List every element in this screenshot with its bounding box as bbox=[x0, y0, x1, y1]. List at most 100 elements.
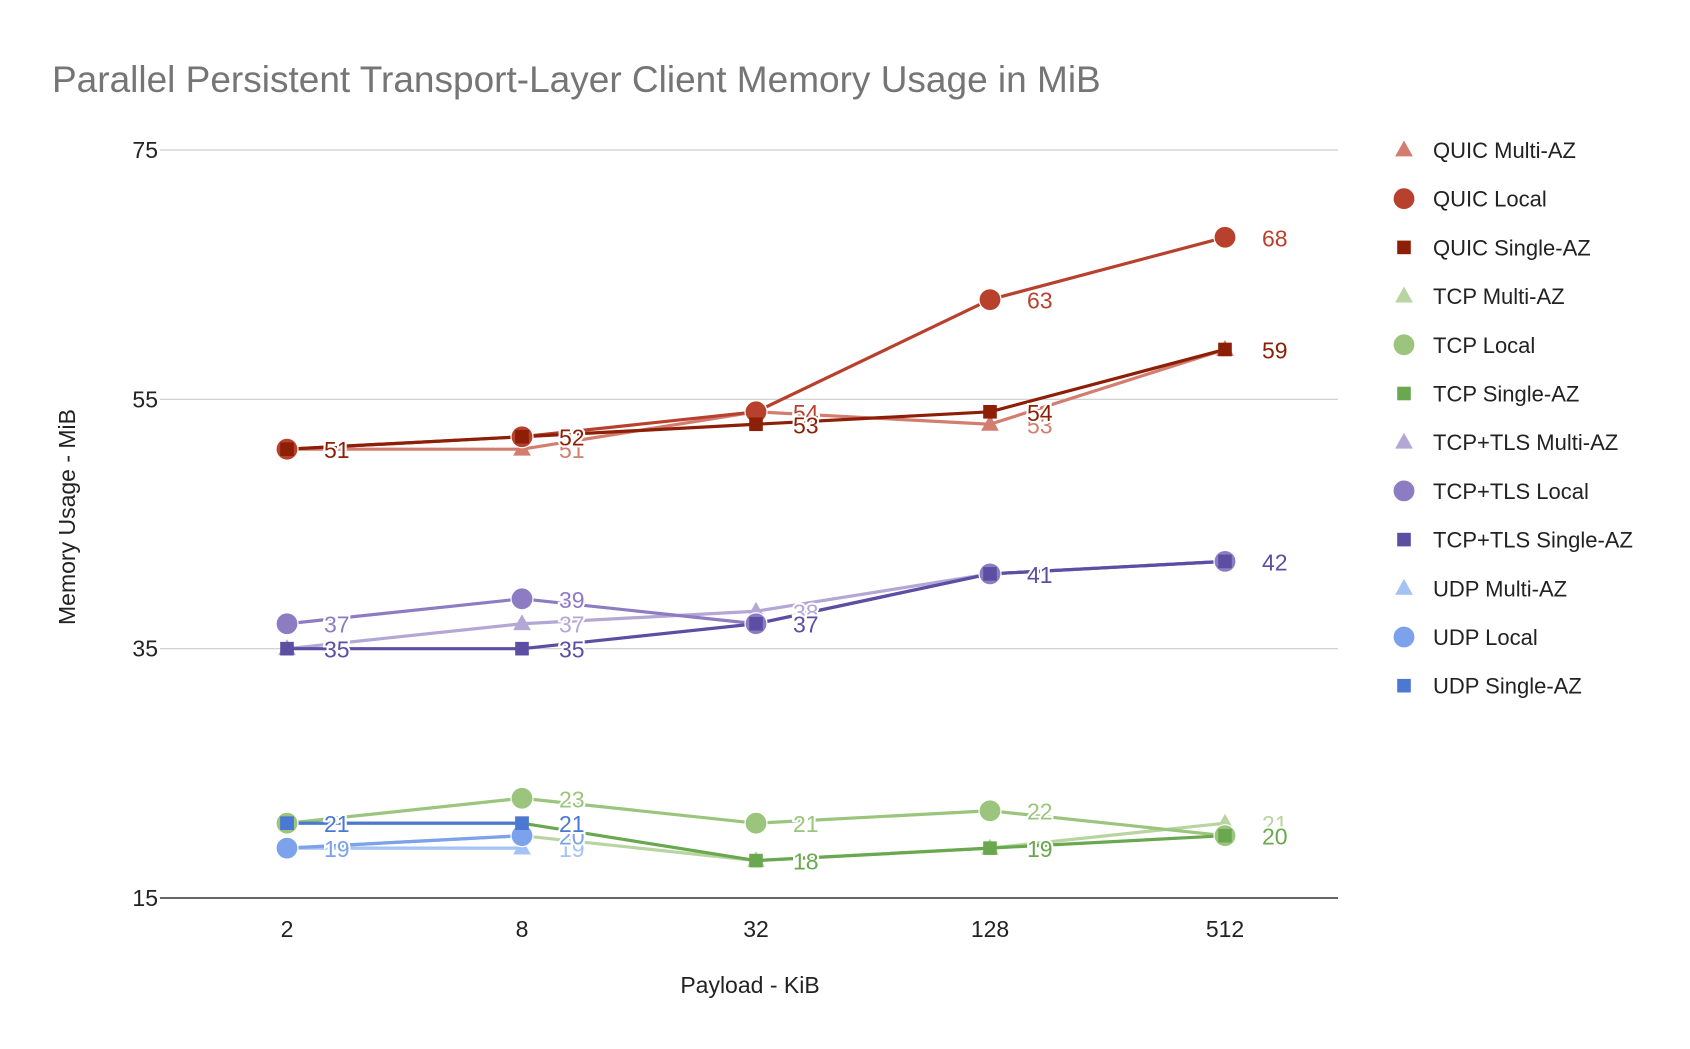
data-point-tcp-single-az bbox=[983, 841, 997, 855]
x-tick-label: 32 bbox=[743, 916, 769, 942]
legend-label: UDP Multi-AZ bbox=[1433, 576, 1567, 601]
chart-title: Parallel Persistent Transport-Layer Clie… bbox=[52, 59, 1101, 100]
data-point-tcp-single-az bbox=[1218, 828, 1232, 843]
legend-label: TCP Multi-AZ bbox=[1433, 284, 1565, 309]
legend-label: UDP Local bbox=[1433, 625, 1538, 650]
data-point-quic-single-az bbox=[280, 442, 294, 456]
data-label-tcp-tls-local: 37 bbox=[324, 612, 350, 638]
x-tick-label: 512 bbox=[1206, 916, 1244, 942]
data-point-udp-local bbox=[275, 836, 299, 860]
x-tick-label: 2 bbox=[281, 916, 294, 942]
data-label-quic-single-az: 59 bbox=[1262, 337, 1288, 363]
legend-item-udp-multi-az: UDP Multi-AZ bbox=[1395, 576, 1567, 601]
data-label-tcp-tls-local: 41 bbox=[1027, 562, 1053, 588]
legend-label: TCP Local bbox=[1433, 333, 1535, 358]
data-label-tcp-single-az: 21 bbox=[559, 811, 585, 837]
data-label-tcp-local: 23 bbox=[559, 786, 585, 812]
data-label-tcp-multi-az: 19 bbox=[324, 836, 350, 862]
data-label-quic-single-az: 51 bbox=[324, 437, 350, 463]
data-point-udp-single-az bbox=[280, 816, 294, 830]
data-label-udp-local: 19 bbox=[324, 836, 350, 862]
data-label-tcp-local: 22 bbox=[1027, 799, 1053, 825]
legend-marker-udp-multi-az bbox=[1395, 578, 1413, 595]
legend-label: QUIC Multi-AZ bbox=[1433, 138, 1576, 163]
data-point-quic-single-az bbox=[1218, 342, 1232, 357]
data-label-tcp-tls-local: 42 bbox=[1262, 549, 1288, 575]
data-label-tcp-single-az: 19 bbox=[1027, 836, 1053, 862]
legend-marker-udp-single-az bbox=[1397, 678, 1411, 693]
legend-item-tcp-local: TCP Local bbox=[1392, 333, 1535, 358]
data-point-quic-multi-az bbox=[981, 414, 999, 431]
y-tick-label: 15 bbox=[132, 885, 158, 911]
data-point-quic-local bbox=[978, 288, 1002, 312]
data-label-tcp-tls-local: 37 bbox=[793, 612, 819, 638]
data-label-quic-local: 68 bbox=[1262, 225, 1288, 251]
data-point-tcp-tls-local bbox=[275, 612, 299, 636]
data-point-tcp-local bbox=[744, 811, 768, 835]
data-label-tcp-tls-single-az: 35 bbox=[324, 637, 350, 663]
legend-item-tcp-tls-single-az: TCP+TLS Single-AZ bbox=[1397, 528, 1633, 553]
data-label-quic-local: 52 bbox=[559, 425, 585, 451]
data-label-tcp-multi-az: 19 bbox=[1027, 836, 1053, 862]
legend-marker-tcp-single-az bbox=[1397, 386, 1411, 401]
legend-item-quic-multi-az: QUIC Multi-AZ bbox=[1395, 138, 1576, 163]
data-label-udp-single-az: 21 bbox=[324, 811, 350, 837]
data-point-tcp-tls-multi-az bbox=[513, 614, 531, 631]
data-label-quic-multi-az: 51 bbox=[324, 437, 350, 463]
data-label-tcp-local: 21 bbox=[324, 811, 350, 837]
data-point-tcp-tls-single-az bbox=[749, 616, 763, 631]
data-label-quic-multi-az: 51 bbox=[559, 437, 585, 463]
data-point-quic-single-az bbox=[515, 429, 529, 444]
legend-item-tcp-tls-local: TCP+TLS Local bbox=[1392, 479, 1589, 504]
legend-label: QUIC Local bbox=[1433, 187, 1547, 212]
data-point-tcp-tls-single-az bbox=[280, 641, 294, 656]
legend-marker-tcp-tls-multi-az bbox=[1395, 432, 1413, 449]
data-point-tcp-tls-single-az bbox=[1218, 554, 1232, 569]
data-point-tcp-tls-single-az bbox=[515, 641, 529, 656]
data-point-udp-single-az bbox=[515, 816, 529, 830]
data-point-tcp-local bbox=[978, 799, 1002, 823]
y-axis-ticks: 15 35 55 75 bbox=[132, 137, 158, 911]
legend-item-tcp-single-az: TCP Single-AZ bbox=[1397, 382, 1579, 407]
legend-marker-quic-multi-az bbox=[1395, 140, 1413, 157]
data-point-tcp-tls-single-az bbox=[983, 567, 997, 581]
series-line-udp-local bbox=[286, 834, 523, 850]
y-tick-label: 35 bbox=[132, 636, 158, 662]
series-markers bbox=[275, 225, 1237, 868]
legend-label: TCP+TLS Multi-AZ bbox=[1433, 430, 1618, 455]
data-label-udp-single-az: 21 bbox=[559, 811, 585, 837]
data-point-tcp-single-az bbox=[749, 853, 763, 868]
y-axis-label: Memory Usage - MiB bbox=[54, 409, 80, 625]
x-tick-label: 128 bbox=[971, 916, 1009, 942]
data-point-tcp-local bbox=[510, 786, 534, 810]
y-tick-label: 75 bbox=[132, 137, 158, 163]
data-point-quic-single-az bbox=[983, 405, 997, 419]
data-label-tcp-tls-multi-az: 35 bbox=[324, 637, 350, 663]
legend-item-udp-local: UDP Local bbox=[1392, 625, 1538, 650]
data-label-quic-local: 63 bbox=[1027, 288, 1053, 314]
data-label-tcp-tls-single-az: 42 bbox=[1262, 549, 1288, 575]
data-label-tcp-tls-single-az: 35 bbox=[559, 637, 585, 663]
data-label-quic-single-az: 52 bbox=[559, 425, 585, 451]
data-label-quic-multi-az: 53 bbox=[1027, 412, 1053, 438]
data-label-tcp-single-az: 20 bbox=[1262, 824, 1288, 850]
legend-marker-udp-local bbox=[1392, 625, 1416, 649]
data-label-udp-multi-az: 19 bbox=[559, 836, 585, 862]
data-label-tcp-local: 21 bbox=[793, 811, 819, 837]
data-label-tcp-multi-az: 18 bbox=[793, 849, 819, 875]
legend-marker-quic-local bbox=[1392, 187, 1416, 211]
legend-item-tcp-multi-az: TCP Multi-AZ bbox=[1395, 284, 1565, 309]
data-label-tcp-tls-multi-az: 42 bbox=[1262, 549, 1288, 575]
data-label-tcp-tls-single-az: 41 bbox=[1027, 562, 1053, 588]
legend-label: TCP+TLS Local bbox=[1433, 479, 1589, 504]
x-axis-ticks: 2 8 32 128 512 bbox=[281, 916, 1245, 942]
legend: QUIC Multi-AZ QUIC Local QUIC Single-AZ TCP… bbox=[1392, 138, 1633, 699]
data-label-tcp-single-az: 18 bbox=[793, 849, 819, 875]
legend-marker-tcp-multi-az bbox=[1395, 286, 1413, 303]
data-label-quic-single-az: 53 bbox=[793, 412, 819, 438]
legend-marker-tcp-tls-single-az bbox=[1397, 532, 1411, 547]
legend-label: UDP Single-AZ bbox=[1433, 674, 1582, 699]
